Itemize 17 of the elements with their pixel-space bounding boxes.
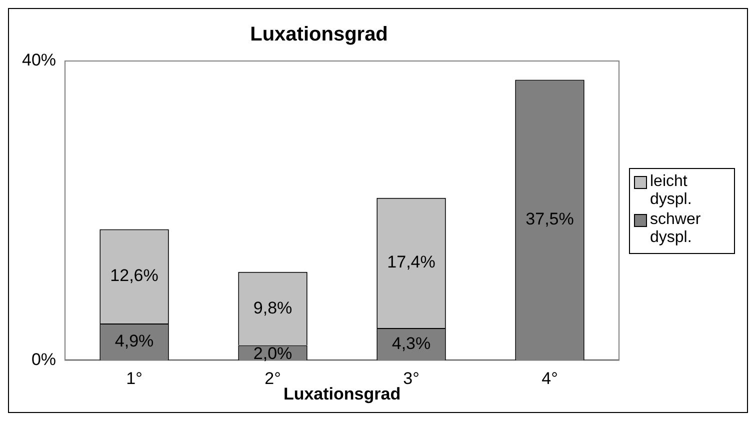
y-tick-label: 40% (22, 50, 56, 70)
data-label: 17,4% (387, 252, 436, 272)
y-tick-label: 0% (31, 350, 56, 369)
legend-label: leicht dyspl. (650, 172, 693, 208)
data-label: 37,5% (526, 210, 574, 229)
x-tick-label: 2° (264, 369, 281, 388)
data-label: 2,0% (253, 344, 292, 363)
chart-title: Luxationsgrad (250, 24, 388, 46)
x-tick-label: 4° (542, 369, 558, 388)
data-label: 12,6% (110, 266, 158, 286)
data-label: 4,9% (114, 332, 154, 351)
data-label: 9,8% (253, 298, 292, 318)
x-axis-title: Luxationsgrad (283, 384, 401, 404)
legend-label: schwer dyspl. (650, 210, 702, 246)
x-tick-label: 1° (126, 369, 142, 388)
x-tick-label: 3° (403, 369, 420, 388)
data-label: 4,3% (392, 334, 431, 353)
